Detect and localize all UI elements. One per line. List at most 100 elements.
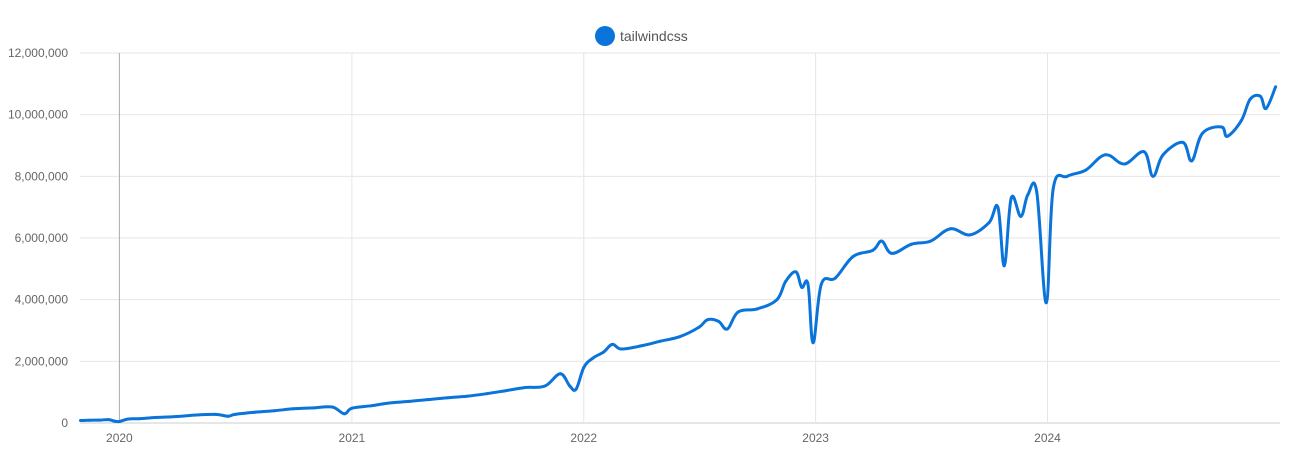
data-point[interactable] [504,389,508,393]
data-point[interactable] [910,242,914,246]
data-point[interactable] [1190,159,1194,163]
y-gridlines [80,52,1280,424]
data-point[interactable] [794,270,798,274]
data-point[interactable] [1151,174,1155,178]
data-point[interactable] [755,307,759,311]
y-tick-label: 4,000,000 [15,293,69,307]
y-tick-label: 0 [61,416,68,430]
data-point[interactable] [214,412,218,416]
data-point[interactable] [175,415,179,418]
data-point[interactable] [1225,134,1229,138]
data-point[interactable] [880,239,884,243]
data-point[interactable] [1026,193,1030,197]
data-point[interactable] [658,339,662,343]
data-point[interactable] [194,413,198,417]
data-point[interactable] [725,327,729,331]
data-point[interactable] [1122,162,1126,166]
data-point[interactable] [1084,168,1088,172]
data-point[interactable] [1220,125,1224,129]
data-point[interactable] [253,410,257,414]
data-point[interactable] [678,335,682,339]
data-point[interactable] [619,347,623,351]
data-point[interactable] [639,344,643,348]
data-point[interactable] [523,386,527,389]
data-point[interactable] [272,409,276,413]
data-point[interactable] [833,276,837,280]
data-point[interactable] [1161,153,1165,157]
data-point[interactable] [1201,131,1204,135]
data-point[interactable] [1181,140,1185,144]
data-point[interactable] [126,417,130,421]
data-point[interactable] [1065,174,1069,178]
data-point[interactable] [610,342,614,346]
data-point[interactable] [98,418,102,422]
data-point[interactable] [446,396,450,400]
data-point[interactable] [291,407,295,411]
data-point[interactable] [811,341,815,345]
x-tick-label: 2024 [1034,431,1061,445]
data-point[interactable] [407,399,411,403]
data-point[interactable] [137,417,141,421]
data-point[interactable] [602,350,605,354]
data-point[interactable] [775,298,779,302]
data-point[interactable] [706,318,710,322]
y-axis-tick-labels: 0 2,000,000 4,000,000 6,000,000 8,000,000 10,… [8,46,68,430]
data-point[interactable] [543,384,547,388]
data-point[interactable] [1002,264,1006,268]
data-point[interactable] [871,248,875,252]
data-point[interactable] [558,372,562,376]
data-point[interactable] [233,412,237,416]
data-point[interactable] [591,356,595,360]
data-point[interactable] [79,419,83,422]
data-point[interactable] [370,404,374,408]
data-point[interactable] [806,282,810,286]
data-point[interactable] [1051,187,1055,191]
data-point[interactable] [342,412,346,416]
data-point[interactable] [1248,97,1252,101]
data-point[interactable] [819,282,823,286]
data-point[interactable] [1274,85,1278,89]
data-point[interactable] [387,401,391,405]
data-point[interactable] [1044,301,1048,305]
legend[interactable]: tailwindcss [595,26,688,46]
data-point[interactable] [890,251,894,255]
data-point[interactable] [987,221,991,225]
data-point[interactable] [330,405,334,409]
data-point[interactable] [350,406,354,410]
data-point[interactable] [1019,214,1023,218]
data-point[interactable] [112,419,116,423]
data-point[interactable] [485,392,489,396]
data-point[interactable] [784,279,788,283]
data-point[interactable] [107,418,111,422]
data-point[interactable] [736,310,740,314]
data-point[interactable] [574,387,578,391]
series-line-tailwindcss[interactable] [79,85,1278,424]
data-point[interactable] [929,239,933,243]
data-point[interactable] [1009,196,1013,200]
data-point[interactable] [568,384,572,388]
data-point[interactable] [1103,153,1107,157]
data-point[interactable] [426,398,430,402]
x-tick-label: 2022 [570,431,597,445]
data-point[interactable] [1258,94,1262,98]
data-point[interactable] [1035,190,1039,194]
data-point[interactable] [948,227,952,231]
data-point[interactable] [582,366,586,369]
data-point[interactable] [851,255,855,258]
data-point[interactable] [156,415,159,419]
data-point[interactable] [226,414,230,418]
data-point[interactable] [996,205,1000,209]
y-tick-label: 10,000,000 [8,108,68,122]
data-point[interactable] [1142,150,1146,154]
data-point[interactable] [465,394,469,398]
data-point[interactable] [117,420,121,423]
data-point[interactable] [1264,107,1268,110]
data-point[interactable] [311,406,315,410]
data-point[interactable] [88,418,91,422]
data-point[interactable] [968,233,972,237]
data-point[interactable] [697,325,701,329]
data-point[interactable] [1239,119,1243,123]
data-point[interactable] [716,319,720,323]
data-point[interactable] [800,285,804,289]
